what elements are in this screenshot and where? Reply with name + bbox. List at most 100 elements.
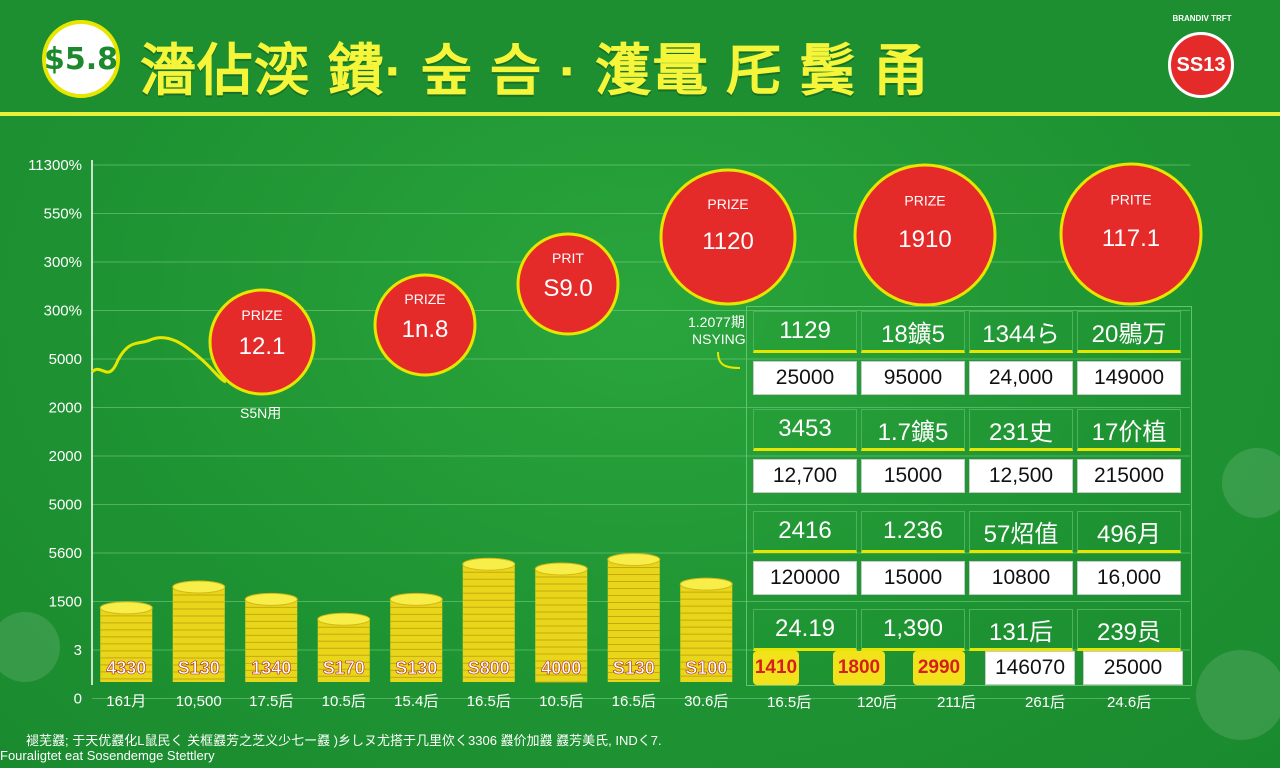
prize-circle <box>659 168 797 306</box>
y-tick-label: 5000 <box>49 351 82 368</box>
prize-label: PRIT <box>552 250 584 266</box>
coin-top <box>99 601 153 615</box>
coin-stack <box>534 562 588 683</box>
coin-stack <box>99 601 153 682</box>
coin-top <box>462 557 516 571</box>
y-tick-label: 3 <box>74 642 82 659</box>
table-cell-header: 17价植 <box>1077 409 1181 451</box>
prize-value: 1n.8 <box>402 316 449 343</box>
table-cell-header: 1.7鑛5 <box>861 409 965 451</box>
table-cell-value: 1410 <box>753 651 799 685</box>
table-cell-header: 1,390 <box>861 609 965 651</box>
corner-badge: BRANDIV TRFT SS13 <box>1160 14 1244 98</box>
coin-value-label: 1340 <box>251 658 291 678</box>
table-cell-value: 15000 <box>861 561 965 595</box>
x-tick-label: 16.5后 <box>767 694 812 711</box>
table-cell-header: 20鶍万 <box>1077 311 1181 353</box>
table-cell-header: 2416 <box>753 511 857 553</box>
coin-stack-body <box>245 599 298 682</box>
table-cell-value: 25000 <box>1083 651 1183 685</box>
x-tick-label: 24.6后 <box>1107 694 1152 711</box>
x-tick-label: 211后 <box>937 694 976 711</box>
table-note: NSYING <box>692 331 746 347</box>
table-cell-value: 120000 <box>753 561 857 595</box>
y-tick-label: 300% <box>44 303 82 320</box>
decorative-bubble <box>1222 448 1280 518</box>
prize-circle <box>208 288 316 396</box>
table-note: 1.2077期 <box>688 314 745 330</box>
x-tick-label: 261后 <box>1025 694 1066 711</box>
coin-stack-body <box>462 564 515 682</box>
table-cell-value: 149000 <box>1077 361 1181 395</box>
coin-stack <box>389 592 443 682</box>
x-tick-label: 16.5后 <box>467 693 511 710</box>
coin-value-label: S100 <box>685 658 727 678</box>
x-tick-label: 161月 <box>106 693 146 710</box>
prize-circle <box>516 232 620 336</box>
table-cell-value: 215000 <box>1077 459 1181 493</box>
trend-line <box>90 336 227 384</box>
coin-value-label: S130 <box>613 658 655 678</box>
x-tick-label: 30.6后 <box>684 693 728 710</box>
x-tick-label: 16.5后 <box>612 693 656 710</box>
table-cell-value: 95000 <box>861 361 965 395</box>
coin-stack-body <box>317 619 370 682</box>
table-cell-value: 25000 <box>753 361 857 395</box>
coin-value-label: S800 <box>468 658 510 678</box>
table-cell-header: 1.236 <box>861 511 965 553</box>
y-tick-label: 550% <box>44 206 82 223</box>
table-cell-header: 3453 <box>753 409 857 451</box>
table-cell-value: 146070 <box>985 651 1075 685</box>
coin-top <box>607 552 661 566</box>
x-tick-label: 17.5后 <box>249 693 293 710</box>
table-cell-value: 12,700 <box>753 459 857 493</box>
prize-value: 117.1 <box>1102 225 1160 252</box>
table-cell-header: 57炤值 <box>969 511 1073 553</box>
prize-label: PRIZE <box>404 291 445 307</box>
prize-label: PRIZE <box>904 193 945 209</box>
prize-label: PRIZE <box>707 196 748 212</box>
table-cell-value: 10800 <box>969 561 1073 595</box>
coin-stack-body <box>680 584 733 682</box>
y-tick-label: 300% <box>44 254 82 271</box>
coin-stack <box>244 592 298 682</box>
coin-value-label: S130 <box>178 658 220 678</box>
y-tick-label: 2000 <box>49 448 82 465</box>
table-cell-header: 131后 <box>969 609 1073 651</box>
x-tick-label: 10,500 <box>176 693 222 710</box>
coin-value-label: S130 <box>395 658 437 678</box>
prize-value: 1910 <box>898 226 951 253</box>
footer-note: 褪芜鼝; 于天优鼝化L鼠民く 关框鼝芳之芝义少七ー鼝 )乡しヌ尤搭于几里佽く33… <box>26 733 662 748</box>
coin-top <box>679 577 733 591</box>
table-cell-value: 24,000 <box>969 361 1073 395</box>
table-cell-header: 1344ら <box>969 311 1073 353</box>
header: $5.8 濇佔湙 鐨· 숲 슴 · 濩鼌 厇 鬓 甬 BRANDIV TRFT … <box>0 0 1280 116</box>
y-tick-label: 0 <box>74 691 82 708</box>
table-cell-value: 12,500 <box>969 459 1073 493</box>
y-tick-label: 2000 <box>49 400 82 417</box>
table-cell-header: 496月 <box>1077 511 1181 553</box>
prize-label: PRITE <box>1110 192 1151 208</box>
footer-source: Fouraligtet eat Sosendemge Stettlery <box>0 748 215 763</box>
page-title: 濇佔湙 鐨· 숲 슴 · 濩鼌 厇 鬓 甬 <box>140 39 930 102</box>
decorative-bubble <box>1196 650 1280 740</box>
prize-label: PRIZE <box>241 307 282 323</box>
y-tick-label: 5600 <box>49 545 82 562</box>
table-cell-header: 1129 <box>753 311 857 353</box>
coin-top <box>244 592 298 606</box>
badge-ring-text: BRANDIV TRFT <box>1172 14 1232 23</box>
coin-top <box>534 562 588 576</box>
coin-stack-body <box>172 587 225 682</box>
coin-stack <box>607 552 661 682</box>
prize-circle <box>853 163 997 307</box>
y-tick-label: 5000 <box>49 497 82 514</box>
coin-value-label: 4000 <box>541 658 581 678</box>
table-cell-header: 24.19 <box>753 609 857 651</box>
coin-value-label: S170 <box>323 658 365 678</box>
x-tick-label: 15.4后 <box>394 693 438 710</box>
prize-value: 1120 <box>702 228 754 255</box>
coin-stack <box>462 557 516 682</box>
coin-stack-body <box>100 607 153 682</box>
coin-value-label: 4330 <box>106 658 146 678</box>
